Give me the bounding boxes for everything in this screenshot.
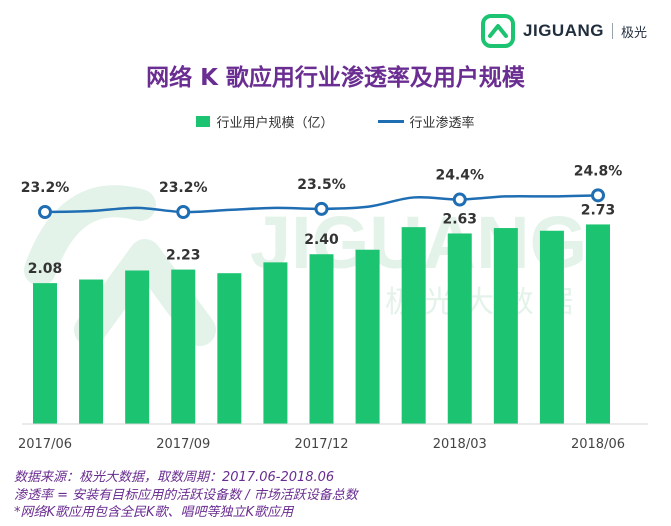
bar-data-label: 2.08 <box>28 261 63 277</box>
brand-name: JIGUANG <box>523 21 604 40</box>
bar-2017/08 <box>125 270 150 424</box>
line-data-label: 23.5% <box>297 177 346 193</box>
legend-item-users: 行业用户规模（亿） <box>196 112 334 131</box>
line-data-label: 24.8% <box>574 163 623 179</box>
x-tick-label: 2018/03 <box>433 437 487 452</box>
x-tick-label: 2017/06 <box>18 437 72 452</box>
bar-data-label: 2.63 <box>442 211 477 227</box>
brand-divider <box>611 23 613 39</box>
bar-2018/05 <box>539 230 564 424</box>
x-tick-label: 2018/06 <box>571 437 625 452</box>
bar-2018/03 <box>447 233 472 424</box>
penetration-point-2018/06 <box>591 188 605 203</box>
legend-swatch-line <box>377 120 404 123</box>
line-data-label: 23.2% <box>21 180 70 196</box>
line-data-label: 24.4% <box>435 168 484 184</box>
line-data-label: 23.2% <box>159 180 208 196</box>
bar-data-label: 2.73 <box>581 202 616 218</box>
penetration-point-2017/06 <box>38 205 52 219</box>
legend-swatch-bar <box>196 116 211 127</box>
chart-title: 网络 K 歌应用行业渗透率及用户规模 <box>146 65 525 91</box>
bar-data-label: 2.23 <box>166 248 201 264</box>
bar-2018/06 <box>586 224 610 424</box>
bar-2017/07 <box>79 279 104 424</box>
footnote-scope: *网络K歌应用包含全民K歌、唱吧等独立K歌应用 <box>14 505 294 520</box>
jiguang-logo-icon <box>481 14 516 48</box>
brand-name-cn: 极光 <box>620 25 647 41</box>
bar-2018/01 <box>355 249 380 424</box>
legend-item-penetration: 行业渗透率 <box>377 112 475 131</box>
penetration-point-2017/12 <box>314 201 329 216</box>
footnotes: 数据来源：极光大数据，取数周期：2017.06-2018.06 渗透率 = 安装… <box>14 469 358 522</box>
chart-canvas: JIGUANG 极 光 大 数 据 2017/062017/092017/122… <box>18 163 648 452</box>
legend-label-penetration: 行业渗透率 <box>409 116 475 131</box>
bar-data-label: 2.40 <box>304 232 339 248</box>
penetration-point-2018/03 <box>452 192 467 207</box>
bar-2017/11 <box>263 262 288 424</box>
bar-2018/02 <box>401 227 426 424</box>
bar-2017/09 <box>171 269 196 424</box>
x-tick-label: 2017/12 <box>294 437 348 452</box>
footnote-definition: 渗透率 = 安装有目标应用的活跃设备数 / 市场活跃设备总数 <box>14 487 358 503</box>
bar-2017/06 <box>33 283 57 424</box>
brand-header: JIGUANG 极光 <box>481 14 647 48</box>
bar-2017/12 <box>309 254 334 424</box>
legend-label-users: 行业用户规模（亿） <box>216 116 334 131</box>
footnote-source: 数据来源：极光大数据，取数周期：2017.06-2018.06 <box>14 470 335 485</box>
chart-legend: 行业用户规模（亿） 行业渗透率 <box>0 112 671 131</box>
penetration-point-2017/09 <box>176 205 191 219</box>
x-tick-label: 2017/09 <box>156 437 210 452</box>
bar-2017/10 <box>217 273 242 424</box>
bar-2018/04 <box>493 228 518 424</box>
